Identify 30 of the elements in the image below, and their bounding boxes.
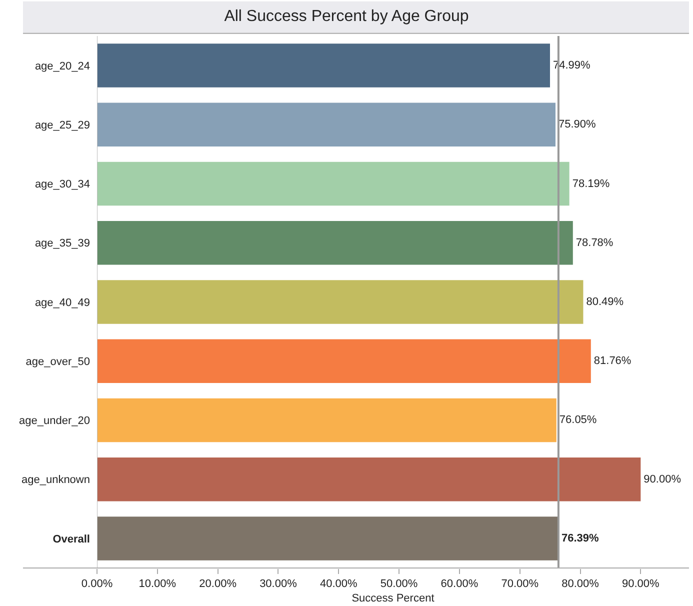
x-tick-label: 80.00% bbox=[562, 578, 600, 590]
x-tick-label: 60.00% bbox=[440, 578, 478, 590]
x-tick-label: 20.00% bbox=[199, 578, 237, 590]
data-label: 81.76% bbox=[594, 355, 632, 368]
x-tick-label: 50.00% bbox=[380, 578, 418, 590]
x-tick-label: 10.00% bbox=[138, 578, 176, 590]
y-tick-label: age_35_39 bbox=[34, 238, 90, 250]
x-axis-title: Success Percent bbox=[352, 592, 434, 604]
data-label: 78.19% bbox=[572, 178, 610, 190]
data-label: 80.49% bbox=[586, 296, 624, 308]
data-label: 90.00% bbox=[644, 473, 682, 486]
y-tick-label: age_20_24 bbox=[34, 60, 90, 72]
y-tick-label: age_under_20 bbox=[19, 415, 90, 428]
chart-title: All Success Percent by Age Group bbox=[224, 8, 469, 25]
x-tick-label: 70.00% bbox=[501, 578, 539, 590]
y-tick-label: age_unknown bbox=[21, 474, 90, 486]
x-tick-label: 40.00% bbox=[320, 578, 358, 590]
data-label: 74.99% bbox=[553, 60, 591, 72]
y-tick-label: age_40_49 bbox=[34, 296, 90, 309]
data-label: 75.90% bbox=[558, 118, 596, 131]
y-tick-label: Overall bbox=[52, 533, 90, 546]
data-label: 78.78% bbox=[576, 236, 614, 249]
y-tick-label: age_25_29 bbox=[34, 120, 90, 132]
x-tick-label: 30.00% bbox=[260, 578, 298, 590]
x-tick-label: 0.00% bbox=[81, 578, 113, 590]
x-tick-label: 90.00% bbox=[622, 578, 660, 590]
y-tick-label: age_30_34 bbox=[34, 178, 90, 191]
data-label: 76.05% bbox=[559, 414, 597, 426]
y-tick-label: age_over_50 bbox=[26, 356, 90, 368]
data-label: 76.39% bbox=[561, 532, 599, 544]
